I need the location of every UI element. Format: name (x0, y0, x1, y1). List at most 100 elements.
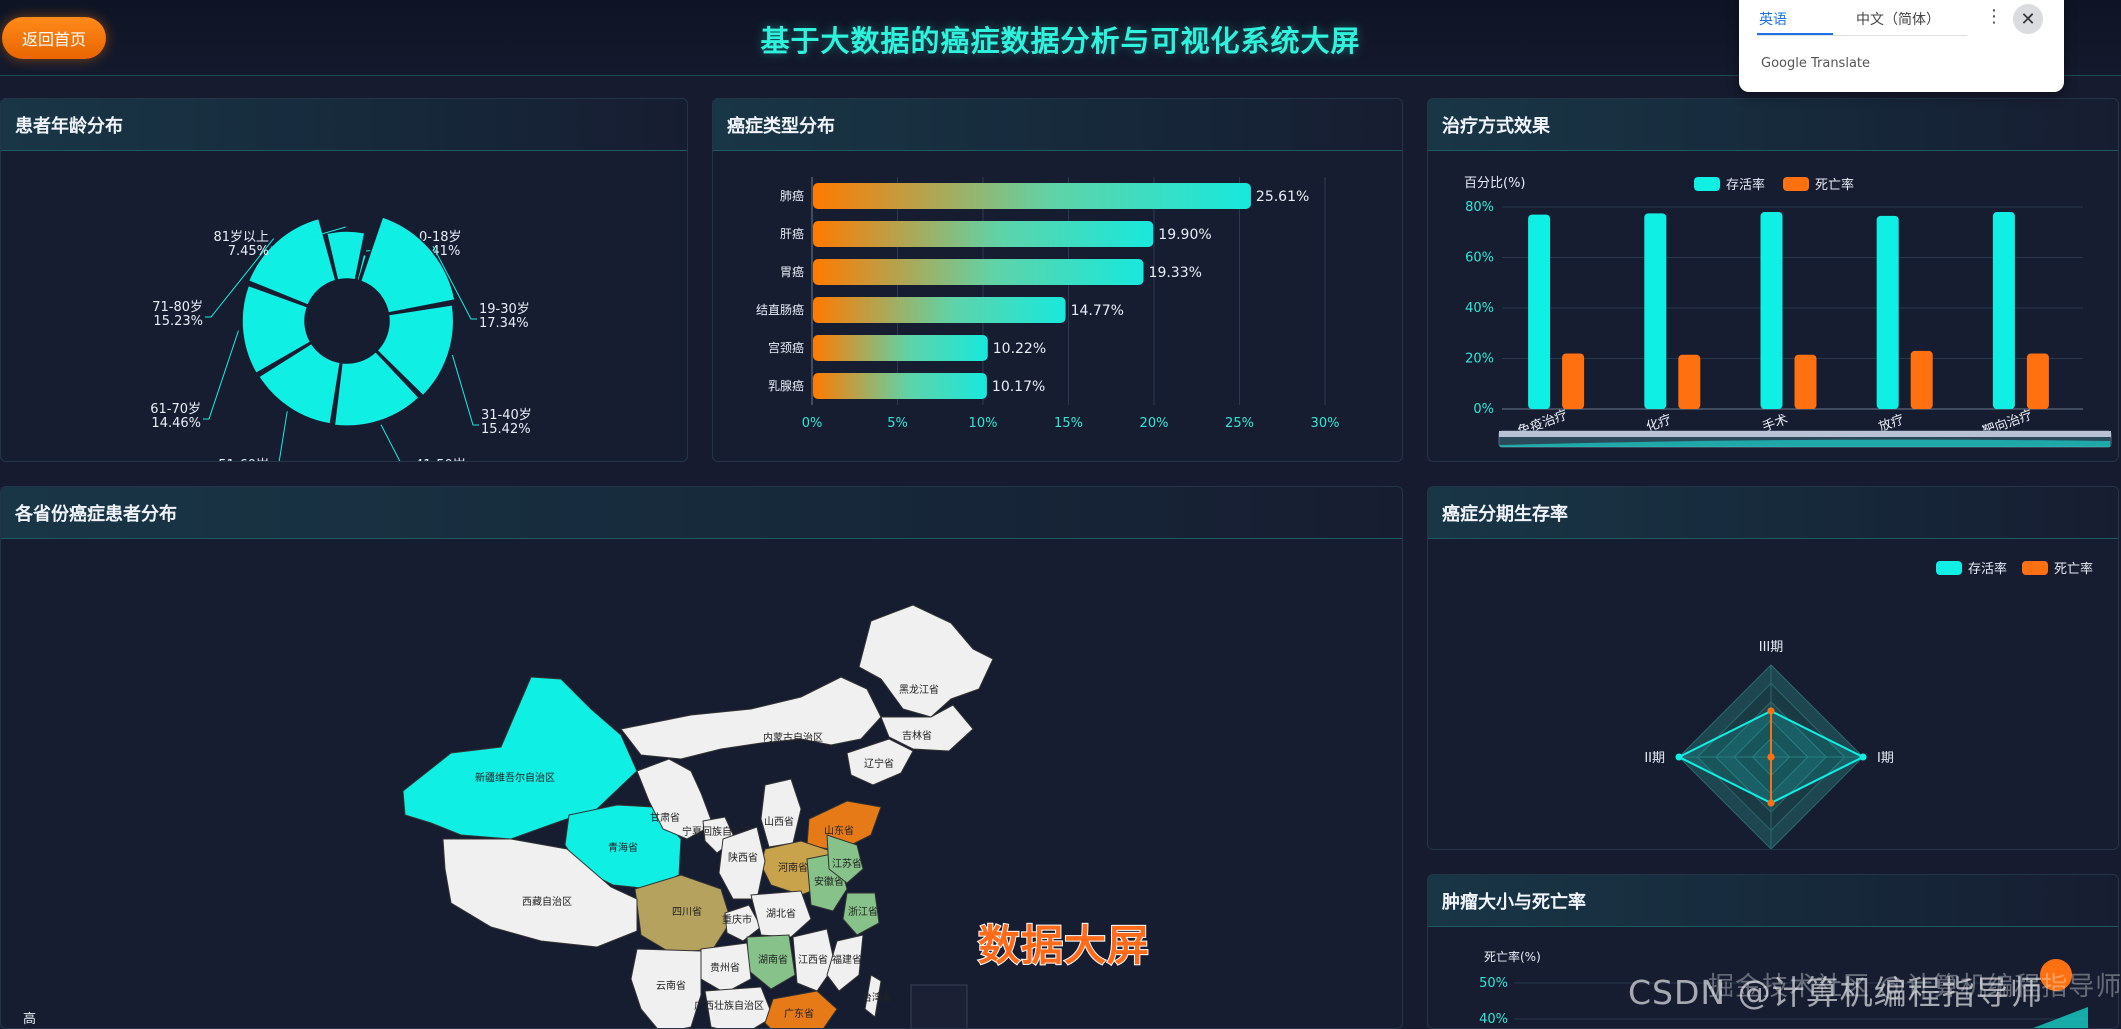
translate-tab-chinese[interactable]: 中文（简体） (1856, 12, 1940, 28)
treatment-bar-0-3 (1876, 215, 1899, 409)
radar-legend-swatch-0 (1936, 561, 1962, 575)
radar-point-1-0 (1767, 707, 1775, 715)
province-label-25: 广东省 (784, 1007, 814, 1020)
ctype-tick-3: 15% (1054, 416, 1083, 431)
province-14 (724, 904, 762, 942)
age-slice-4 (257, 342, 342, 425)
province-label-6: 甘肃省 (650, 811, 680, 824)
ctype-tick-1: 5% (887, 416, 908, 431)
ctype-bar-1 (813, 221, 1154, 247)
stage-panel-header: 癌症分期生存率 (1428, 487, 2118, 539)
translate-popup: 英语 中文（简体） ⋮ ✕ Google Translate (1739, 0, 2064, 92)
back-home-button[interactable]: 返回首页 (2, 17, 106, 59)
translate-tab-english[interactable]: 英语 (1759, 12, 1787, 28)
stage-radar-chart: III期I期IV期II期存活率死亡率 (1644, 561, 2093, 849)
age-label-2: 31-40岁 (481, 408, 532, 423)
age-value-2: 15.42% (481, 422, 531, 437)
tumor-panel-title: 肿瘤大小与死亡率 (1442, 891, 1586, 913)
radar-legend-label-1: 死亡率 (2054, 561, 2093, 577)
ctype-tick-5: 25% (1225, 416, 1254, 431)
province-8 (760, 778, 802, 848)
treatment-ylabel: 百分比(%) (1464, 176, 1526, 191)
active-tab-indicator (1757, 33, 1833, 35)
age-slice-6 (247, 217, 337, 307)
age-label-6: 71-80岁 (152, 300, 203, 315)
video-caption: 数据大屏 (977, 920, 1151, 971)
ctype-bar-5 (813, 373, 987, 399)
age-leader-line-7 (271, 226, 346, 248)
treatment-panel-header: 治疗方式效果 (1428, 99, 2118, 151)
province-label-19: 湖南省 (758, 953, 788, 966)
watermark-text: CSDN @计算机编程指导师 (1628, 973, 2044, 1012)
treatment-ytick-4: 80% (1465, 200, 1494, 215)
province-1 (880, 704, 974, 752)
treatment-ytick-3: 60% (1465, 251, 1494, 266)
treatment-ytick-2: 40% (1465, 301, 1494, 316)
treatment-bar-0-4 (1992, 212, 2015, 409)
age-label-1: 19-30岁 (479, 302, 530, 317)
age-label-7: 81岁以上 (213, 230, 269, 245)
province-25 (764, 990, 838, 1028)
province-panel: 各省份癌症患者分布 黑龙江省 吉林省 辽宁省 内蒙古自治区 新疆维吾尔自治区 青海省 甘肃省… (0, 486, 1403, 1029)
ctype-bar-0 (813, 183, 1251, 209)
province-label-18: 浙江省 (848, 905, 878, 918)
tumor-point (2040, 959, 2072, 991)
province-label-23: 云南省 (656, 979, 686, 992)
province-label-14: 重庆市 (722, 913, 752, 926)
cancer-type-panel-title: 癌症类型分布 (727, 115, 835, 137)
age-leader-line-2 (451, 354, 479, 426)
treatment-bar-1-3 (1910, 350, 1933, 409)
age-panel-header: 患者年龄分布 (1, 99, 687, 151)
province-24 (704, 986, 774, 1028)
radar-point-1-2 (1767, 799, 1775, 807)
province-label-24: 广西壮族自治区 (694, 999, 764, 1012)
province-3 (620, 676, 882, 760)
china-province-map[interactable]: 黑龙江省吉林省辽宁省内蒙古自治区新疆维吾尔自治区青海省甘肃省宁夏回族自治区山西省… (1, 539, 1403, 1029)
south-sea-box (910, 984, 968, 1028)
province-22 (826, 934, 864, 992)
age-rose-chart: 0-18岁1.41%19-30岁17.34%31-40岁15.42%41-50岁… (150, 215, 532, 461)
province-26 (864, 974, 882, 1018)
province-label-4: 新疆维吾尔自治区 (475, 771, 555, 784)
ctype-value-2: 19.33% (1149, 265, 1202, 281)
age-value-5: 14.46% (151, 416, 201, 431)
age-slice-2 (375, 303, 455, 397)
province-label-21: 贵州省 (710, 961, 740, 974)
treatment-bar-0-2 (1760, 212, 1783, 409)
treatment-legend-label-0: 存活率 (1726, 177, 1765, 193)
treatment-panel-title: 治疗方式效果 (1442, 115, 1550, 137)
province-label-11: 陕西省 (728, 851, 758, 864)
page-title: 基于大数据的癌症数据分析与可视化系统大屏 (760, 24, 1361, 58)
stage-panel-title: 癌症分期生存率 (1442, 503, 1568, 525)
age-slice-7 (325, 230, 366, 281)
province-label-16: 安徽省 (814, 875, 844, 888)
age-leader-line-6 (205, 238, 275, 318)
ctype-tick-0: 0% (802, 416, 823, 431)
tumor-ytick-0: 50% (1479, 976, 1508, 991)
more-vert-icon[interactable]: ⋮ (1985, 6, 2003, 27)
radar-point-0-1 (1859, 753, 1867, 761)
age-panel-title: 患者年龄分布 (15, 115, 123, 137)
treatment-bar-1-2 (1794, 354, 1817, 409)
ctype-category-3: 结直肠癌 (756, 302, 804, 317)
treatment-legend-swatch-0 (1694, 177, 1720, 191)
close-icon[interactable]: ✕ (2013, 4, 2043, 34)
ctype-value-4: 10.22% (993, 341, 1046, 357)
ctype-category-0: 肺癌 (780, 188, 804, 203)
province-label-26: 台湾省 (862, 991, 892, 1004)
tumor-ylabel: 死亡率(%) (1484, 949, 1541, 964)
tumor-line-chart: 死亡率(%) 50% 40% (1479, 949, 2088, 1028)
ctype-bar-4 (813, 335, 988, 361)
watermark-text-2: 掘金技术社区 @计算机编程指导师 (1708, 972, 2121, 1002)
treatment-ytick-1: 20% (1465, 352, 1494, 367)
ctype-bar-2 (813, 259, 1144, 285)
ctype-tick-6: 30% (1311, 416, 1340, 431)
zoom-slider-preview (1500, 439, 2110, 447)
province-18 (842, 892, 880, 936)
age-leader-line-3 (380, 424, 401, 461)
province-12 (634, 874, 732, 954)
treatment-ytick-0: 0% (1473, 402, 1494, 417)
province-label-0: 黑龙江省 (899, 683, 939, 696)
map-legend-high: 高 (23, 1011, 36, 1027)
cancer-type-panel-header: 癌症类型分布 (713, 99, 1402, 151)
